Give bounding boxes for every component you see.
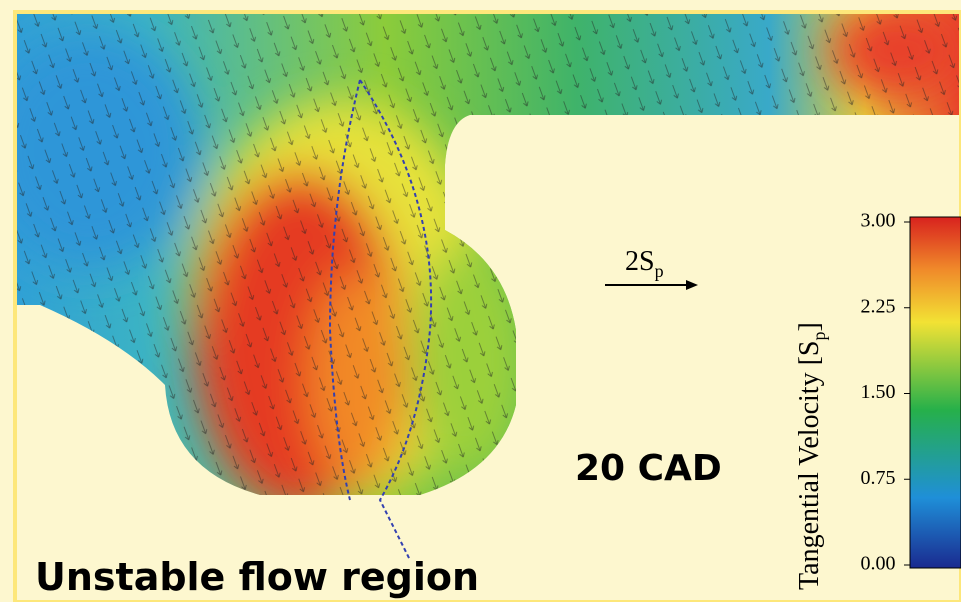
tick-label: 1.50 [861,381,896,403]
tick-label: 0.00 [861,553,896,575]
figure: 2Sp 20 CAD Unstable flow region Tangenti… [0,0,961,602]
tick-label: 0.75 [861,467,896,489]
colorbar [910,217,961,568]
region-label: Unstable flow region [35,555,479,599]
scale-arrow [605,280,698,290]
crank-angle: 20 CAD [575,448,722,489]
colorbar-title: Tangential Velocity [Sp] [794,322,829,590]
tick-label: 2.25 [861,295,896,317]
page: 2Sp 20 CAD Unstable flow region Tangenti… [0,0,961,602]
scale-label: 2Sp [625,246,664,281]
tick-label: 3.00 [861,210,896,232]
